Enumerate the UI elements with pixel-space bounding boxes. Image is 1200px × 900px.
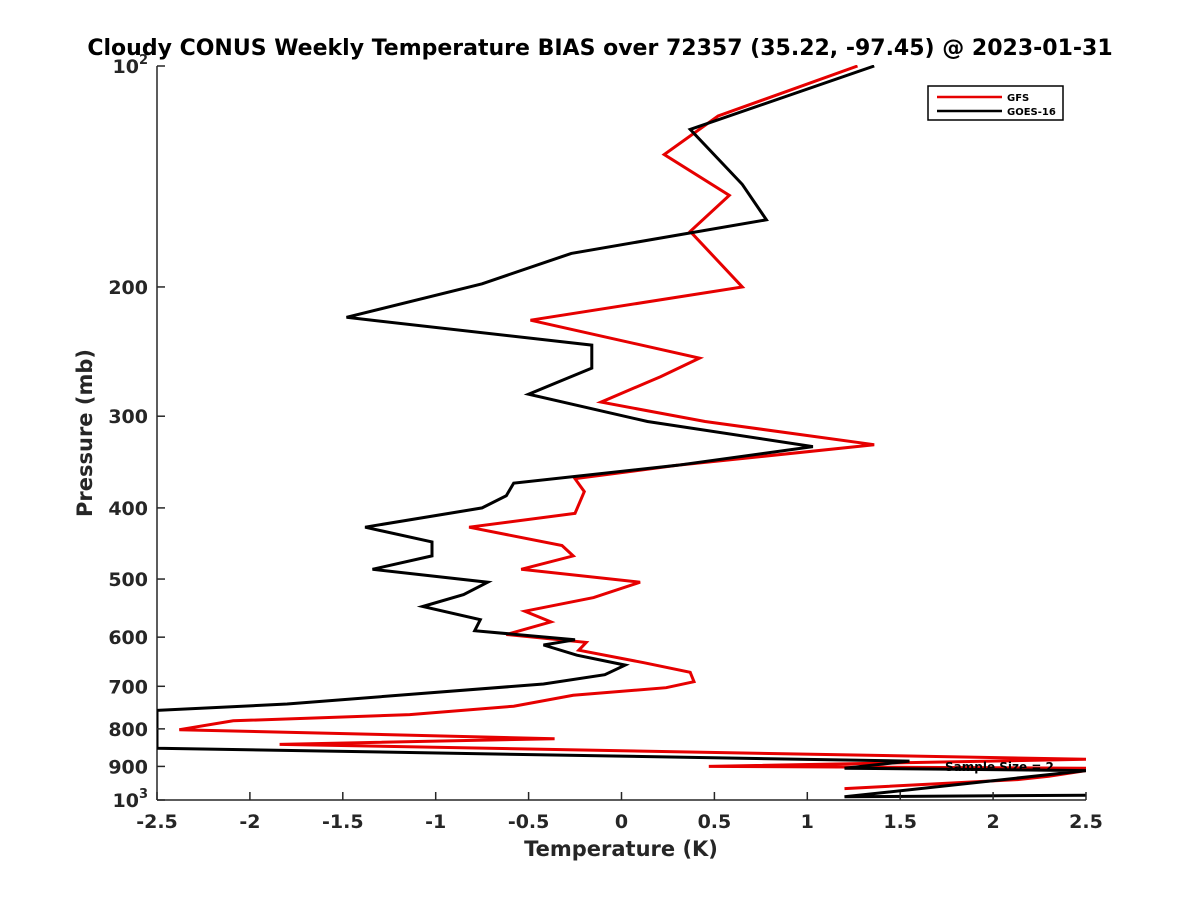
- sample-size-annotation: Sample Size = 2: [945, 760, 1054, 774]
- legend: GFS GOES-16: [927, 85, 1064, 121]
- y-axis-ticks: 200 300 400 500 600 700 800 900 102 103: [108, 53, 165, 812]
- y-tick-label: 300: [108, 406, 148, 428]
- legend-label: GOES-16: [1007, 107, 1056, 118]
- x-tick-label: -1: [425, 811, 446, 833]
- y-tick-label: 103: [113, 787, 149, 812]
- x-tick-label: -0.5: [508, 811, 550, 833]
- x-axis-label: Temperature (K): [524, 837, 718, 861]
- legend-box: [927, 85, 1064, 121]
- plot-area: [156, 65, 1086, 801]
- y-tick-label: 400: [108, 498, 148, 520]
- x-tick-label: -2.5: [136, 811, 178, 833]
- series-line-goes-16: [157, 65, 1086, 799]
- x-tick-label: -1.5: [322, 811, 364, 833]
- x-axis-ticks: -2.5 -2 -1.5 -1 -0.5 0 0.5 1 1.5 2 2.5: [136, 792, 1103, 833]
- series-line-gfs: [179, 65, 1086, 791]
- legend-label: GFS: [1007, 93, 1029, 104]
- y-tick-label: 800: [108, 719, 148, 741]
- x-tick-label: 1: [801, 811, 814, 833]
- y-tick-label: 700: [108, 676, 148, 698]
- y-tick-label: 102: [113, 53, 149, 78]
- y-axis-label: Pressure (mb): [73, 349, 97, 517]
- chart-title: Cloudy CONUS Weekly Temperature BIAS ove…: [87, 36, 1112, 61]
- x-tick-label: 2.5: [1069, 811, 1103, 833]
- x-tick-label: 0: [615, 811, 628, 833]
- x-tick-label: 1.5: [883, 811, 917, 833]
- x-tick-label: 2: [986, 811, 999, 833]
- y-tick-label: 600: [108, 627, 148, 649]
- y-tick-label: 500: [108, 569, 148, 591]
- x-tick-label: 0.5: [698, 811, 732, 833]
- y-tick-label: 200: [108, 277, 148, 299]
- x-tick-label: -2: [239, 811, 260, 833]
- y-tick-label: 900: [108, 756, 148, 778]
